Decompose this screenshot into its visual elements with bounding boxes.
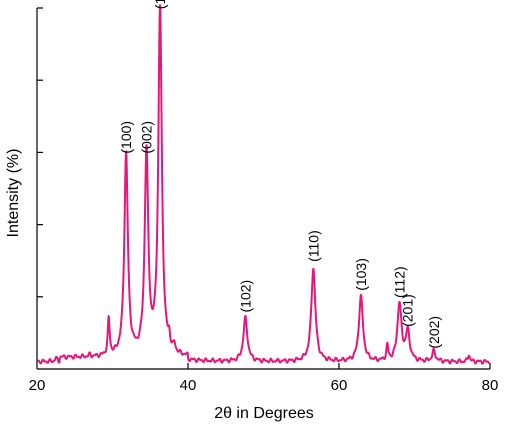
peak-label: (201): [400, 294, 416, 327]
axes: 20 40 60 80: [29, 7, 499, 394]
x-tick-label: 60: [331, 377, 348, 394]
peak-labels: (100) (002) (101) (102) (110) (103) (112)(201)…: [118, 0, 442, 349]
y-axis-title: Intensity (%): [5, 149, 22, 238]
x-tick-label: 40: [180, 377, 197, 394]
peak-label: (202): [426, 316, 442, 349]
peak-label: (100): [118, 121, 134, 154]
x-tick-label: 20: [29, 377, 46, 394]
peak-label: (102): [237, 280, 253, 313]
peak-label: (002): [139, 121, 155, 154]
peak-label: (103): [353, 258, 369, 291]
xrd-pattern-line: [36, 4, 491, 365]
peak-label: (110): [305, 230, 321, 262]
x-axis-title: 2θ in Degrees: [214, 405, 314, 422]
peak-label: (112): [391, 266, 407, 298]
x-tick-label: 80: [482, 377, 499, 394]
peak-label: (101): [152, 0, 168, 9]
